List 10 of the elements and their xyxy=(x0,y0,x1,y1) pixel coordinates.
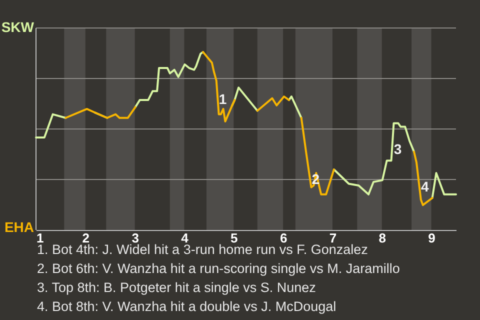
annotation: 3 xyxy=(394,140,402,157)
text: EHA xyxy=(4,219,34,235)
text: SKW xyxy=(1,19,35,35)
text: 3. Top 8th: B. Potgeter hit a single vs S. Nunez xyxy=(37,279,317,297)
annotation: 1 xyxy=(218,91,227,108)
x-tick-label: 8 xyxy=(378,230,386,246)
text: 4. Bot 8th: V. Wanzha hit a double vs J. McDougal xyxy=(37,298,338,316)
text: 2. Bot 6th: V. Wanzha hit a run-scoring single vs M. Jaramillo xyxy=(37,260,400,278)
x-tick-label: 9 xyxy=(428,230,436,246)
annotation: 4 xyxy=(420,178,429,194)
